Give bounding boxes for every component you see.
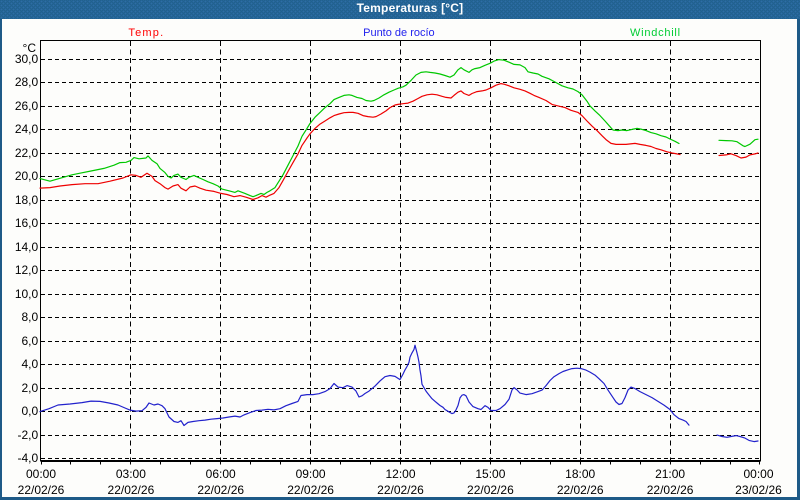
svg-text:Windchill: Windchill	[630, 27, 681, 39]
svg-text:8,0: 8,0	[22, 310, 39, 324]
svg-text:18:00: 18:00	[565, 467, 595, 481]
svg-text:12,0: 12,0	[15, 263, 39, 277]
svg-text:06:00: 06:00	[206, 467, 236, 481]
svg-text:18,0: 18,0	[15, 193, 39, 207]
svg-text:6,0: 6,0	[22, 334, 39, 348]
svg-text:00:00: 00:00	[743, 467, 773, 481]
svg-text:30,0: 30,0	[15, 52, 39, 66]
svg-text:12:00: 12:00	[385, 467, 415, 481]
svg-text:23/02/26: 23/02/26	[735, 483, 782, 497]
svg-text:22/02/26: 22/02/26	[557, 483, 604, 497]
svg-text:10,0: 10,0	[15, 287, 39, 301]
svg-text:4,0: 4,0	[22, 357, 39, 371]
svg-text:22,0: 22,0	[15, 146, 39, 160]
svg-text:28,0: 28,0	[15, 75, 39, 89]
svg-text:16,0: 16,0	[15, 216, 39, 230]
svg-text:Punto de rocío: Punto de rocío	[363, 27, 435, 39]
svg-text:14,0: 14,0	[15, 240, 39, 254]
svg-text:15:00: 15:00	[475, 467, 505, 481]
svg-text:Temp.: Temp.	[128, 27, 164, 39]
svg-text:09:00: 09:00	[296, 467, 326, 481]
svg-text:-4,0: -4,0	[18, 451, 39, 465]
svg-text:22/02/26: 22/02/26	[377, 483, 424, 497]
svg-text:°C: °C	[23, 41, 37, 55]
svg-text:22/02/26: 22/02/26	[647, 483, 694, 497]
svg-text:00:00: 00:00	[26, 467, 56, 481]
svg-text:22/02/26: 22/02/26	[108, 483, 155, 497]
svg-text:0,0: 0,0	[22, 404, 39, 418]
svg-text:-2,0: -2,0	[18, 428, 39, 442]
svg-text:21:00: 21:00	[655, 467, 685, 481]
svg-text:26,0: 26,0	[15, 99, 39, 113]
svg-text:2,0: 2,0	[22, 381, 39, 395]
svg-text:03:00: 03:00	[116, 467, 146, 481]
svg-text:22/02/26: 22/02/26	[287, 483, 334, 497]
svg-text:22/02/26: 22/02/26	[18, 483, 65, 497]
svg-text:22/02/26: 22/02/26	[197, 483, 244, 497]
svg-text:24,0: 24,0	[15, 122, 39, 136]
svg-text:22/02/26: 22/02/26	[467, 483, 514, 497]
svg-text:20,0: 20,0	[15, 169, 39, 183]
